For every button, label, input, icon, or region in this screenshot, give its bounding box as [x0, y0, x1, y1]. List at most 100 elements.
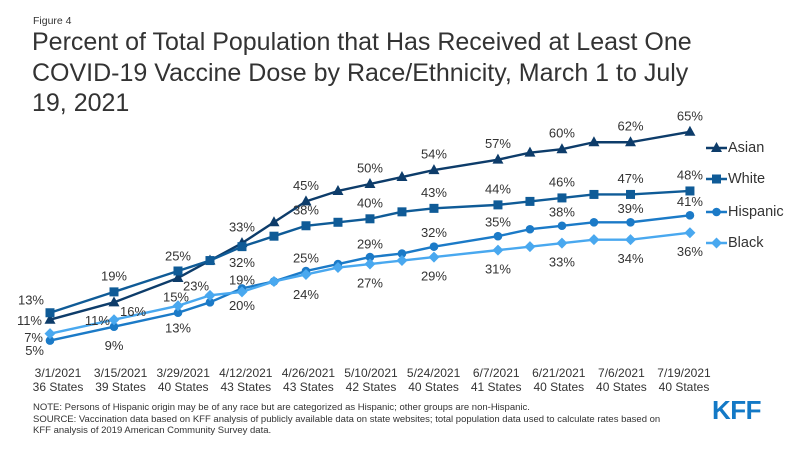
data-point-marker	[332, 262, 344, 274]
data-label: 39%	[618, 201, 644, 216]
data-label: 57%	[485, 136, 511, 151]
x-tick-date: 4/26/2021	[282, 366, 336, 380]
data-point-marker	[173, 266, 183, 276]
data-point-marker	[493, 231, 503, 241]
data-label: 19%	[101, 268, 127, 283]
data-point-marker	[429, 242, 439, 251]
series-white	[45, 186, 695, 318]
data-point-marker	[685, 186, 695, 196]
chart-title-line: COVID-19 Vaccine Dose by Race/Ethnicity,…	[32, 58, 689, 87]
data-label: 43%	[421, 185, 447, 200]
data-point-marker	[109, 287, 119, 297]
source-text: KFF analysis of 2019 American Community …	[33, 425, 272, 436]
x-tick-states: 40 States	[408, 380, 459, 394]
x-tick-states: 41 States	[471, 380, 522, 394]
data-point-marker	[45, 308, 55, 318]
data-label: 38%	[293, 202, 319, 217]
data-point-marker	[45, 336, 55, 345]
legend-item-black: Black	[706, 235, 764, 251]
data-point-marker	[525, 224, 535, 234]
data-label: 15%	[163, 289, 189, 304]
data-label: 32%	[421, 225, 447, 240]
data-label: 50%	[357, 161, 383, 176]
data-point-marker	[428, 251, 440, 263]
data-label: 24%	[293, 287, 319, 302]
data-label: 13%	[18, 292, 44, 307]
data-label: 33%	[229, 220, 255, 235]
x-tick-date: 5/10/2021	[344, 366, 398, 380]
data-point-marker	[557, 221, 567, 231]
data-point-marker	[301, 221, 311, 231]
x-tick-states: 36 States	[33, 380, 84, 394]
data-label: 23%	[183, 278, 209, 293]
kff-logo: KFF	[712, 395, 762, 425]
source-text: SOURCE: Vaccination data based on KFF an…	[33, 413, 661, 425]
x-tick-states: 43 States	[220, 380, 271, 394]
figure-label: Figure 4	[33, 15, 72, 27]
data-label: 60%	[549, 126, 575, 141]
data-point-marker	[396, 255, 408, 267]
data-label: 54%	[421, 147, 447, 162]
data-label: 16%	[120, 304, 146, 319]
data-point-marker	[684, 227, 696, 239]
legend-item-asian: Asian	[706, 140, 764, 156]
diamond-marker-icon	[711, 237, 722, 249]
data-point-marker	[589, 217, 599, 227]
x-tick-date: 3/1/2021	[35, 366, 82, 380]
data-point-marker	[365, 252, 375, 262]
chart-title-line: Percent of Total Population that Has Rec…	[32, 28, 692, 56]
data-point-marker	[332, 184, 344, 195]
legend-item-white: White	[706, 171, 765, 187]
triangle-marker-icon	[711, 142, 722, 152]
data-point-marker	[237, 242, 247, 252]
x-tick-date: 3/15/2021	[94, 366, 148, 380]
legend: Asian White Hispanic Black	[706, 140, 784, 251]
data-point-marker	[429, 203, 439, 213]
x-tick-date: 3/29/2021	[157, 366, 211, 380]
data-point-marker	[172, 300, 184, 312]
data-point-marker	[492, 244, 504, 256]
data-label: 29%	[357, 237, 383, 252]
data-point-marker	[109, 322, 119, 331]
data-point-marker	[625, 234, 637, 246]
data-label: 65%	[677, 108, 703, 123]
x-tick-date: 5/24/2021	[407, 366, 461, 380]
data-labels: 11% 16% 23% 33% 45% 50% 54% 57% 60% 62% 65% 13% 19% 2…	[17, 108, 703, 358]
data-label: 47%	[618, 171, 644, 186]
data-point-marker	[236, 286, 248, 298]
data-point-marker	[173, 308, 183, 318]
note-text: NOTE: Persons of Hispanic origin may be …	[33, 402, 530, 413]
data-point-marker	[365, 214, 375, 224]
data-label: 29%	[421, 269, 447, 284]
data-label: 35%	[485, 215, 511, 230]
data-label: 5%	[25, 343, 44, 358]
data-point-marker	[44, 328, 56, 340]
data-point-marker	[556, 237, 568, 249]
data-point-marker	[364, 258, 376, 270]
data-label: 44%	[485, 181, 511, 196]
data-point-marker	[205, 298, 215, 307]
data-point-marker	[268, 216, 280, 227]
data-label: 40%	[357, 195, 383, 210]
data-point-marker	[205, 256, 215, 266]
data-label: 13%	[165, 320, 191, 335]
data-point-marker	[108, 314, 120, 326]
data-label: 36%	[677, 244, 703, 259]
data-point-marker	[172, 271, 184, 282]
data-label: 38%	[549, 204, 575, 219]
x-tick-date: 7/19/2021	[657, 366, 711, 380]
data-point-marker	[556, 143, 568, 154]
data-point-marker	[524, 146, 536, 157]
data-label: 32%	[229, 255, 255, 270]
data-label: 31%	[485, 262, 511, 277]
data-label: 45%	[293, 178, 319, 193]
